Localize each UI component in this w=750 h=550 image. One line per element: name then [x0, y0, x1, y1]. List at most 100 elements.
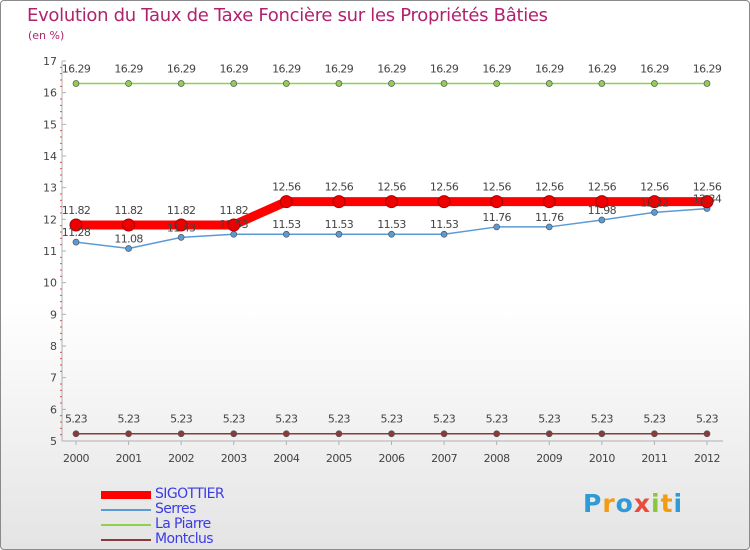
data-point [493, 223, 501, 231]
data-label: 11.82 [114, 204, 143, 217]
data-point [493, 430, 501, 438]
data-point [332, 195, 346, 209]
data-point [230, 230, 238, 238]
data-point [440, 230, 448, 238]
y-tick-label: 14 [43, 150, 57, 163]
data-point [177, 80, 185, 87]
data-label: 12.56 [377, 181, 406, 194]
data-label: 16.29 [588, 62, 617, 75]
data-label: 16.29 [377, 62, 406, 75]
data-label: 12.56 [640, 181, 669, 194]
data-point [703, 80, 711, 87]
legend-label: Montclus [155, 531, 214, 547]
data-label: 11.98 [588, 204, 617, 217]
data-label: 11.08 [114, 232, 143, 245]
x-tick-label: 2010 [589, 452, 615, 465]
data-point [279, 195, 293, 209]
data-label: 12.56 [693, 181, 722, 194]
y-tick-label: 9 [50, 308, 57, 321]
logo-letter: P [583, 489, 603, 518]
logo-letter: i [651, 489, 661, 518]
data-point [72, 430, 80, 438]
data-label: 12.56 [272, 181, 301, 194]
data-point [69, 218, 83, 232]
data-label: 5.23 [696, 413, 719, 426]
data-point [595, 195, 609, 209]
data-point [335, 430, 343, 438]
data-label: 16.29 [325, 62, 354, 75]
data-point [490, 195, 504, 209]
y-axis-unit: (en %) [28, 29, 65, 42]
data-point [545, 223, 553, 231]
data-label: 16.29 [640, 62, 669, 75]
data-point [542, 195, 556, 209]
data-label: 12.56 [482, 181, 511, 194]
x-tick-label: 2012 [694, 452, 720, 465]
data-label: 5.23 [118, 413, 141, 426]
data-point [703, 430, 711, 438]
x-tick-label: 2004 [273, 452, 299, 465]
data-label: 11.82 [62, 204, 91, 217]
data-label: 11.53 [377, 218, 406, 231]
y-tick-label: 11 [43, 245, 57, 258]
data-point [174, 218, 188, 232]
data-point [598, 80, 606, 87]
data-point [440, 430, 448, 438]
x-tick-label: 2007 [431, 452, 457, 465]
data-point [335, 80, 343, 87]
data-label: 11.76 [482, 211, 511, 224]
data-label: 11.43 [167, 221, 196, 234]
data-point [388, 230, 395, 238]
data-label: 11.82 [167, 204, 196, 217]
y-tick-label: 16 [43, 87, 57, 100]
proxiti-logo: Proxiti [583, 489, 683, 518]
data-label: 11.82 [220, 204, 249, 217]
data-point [545, 80, 553, 87]
data-label: 5.23 [538, 413, 561, 426]
y-tick-label: 13 [43, 182, 57, 195]
data-point [230, 430, 238, 438]
data-point [125, 430, 132, 438]
data-point [545, 430, 553, 438]
data-label: 5.23 [275, 413, 298, 426]
chart-title: Evolution du Taux de Taxe Foncière sur l… [27, 5, 548, 26]
data-point [700, 195, 714, 209]
data-point [388, 80, 395, 87]
legend-label: Serres [155, 501, 196, 517]
data-label: 5.23 [643, 413, 666, 426]
legend-label: SIGOTTIER [155, 486, 225, 502]
y-tick-label: 7 [50, 372, 57, 385]
data-label: 5.23 [65, 413, 88, 426]
data-point [440, 80, 448, 87]
data-label: 16.29 [220, 62, 249, 75]
x-tick-label: 2008 [484, 452, 510, 465]
data-point [282, 430, 290, 438]
y-tick-label: 17 [43, 55, 57, 68]
data-label: 5.23 [591, 413, 614, 426]
data-label: 12.22 [640, 196, 669, 209]
data-label: 11.53 [430, 218, 459, 231]
data-label: 11.53 [220, 218, 249, 231]
data-label: 5.23 [486, 413, 509, 426]
legend-swatch [101, 491, 151, 499]
data-point [598, 430, 606, 438]
data-point [282, 80, 290, 87]
x-tick-label: 2005 [326, 452, 352, 465]
y-tick-label: 10 [43, 277, 57, 290]
data-point [177, 234, 185, 241]
data-point [282, 230, 290, 238]
logo-letter: t [660, 489, 674, 518]
data-point [437, 195, 451, 209]
data-label: 12.56 [430, 181, 459, 194]
x-tick-label: 2000 [63, 452, 89, 465]
data-label: 5.23 [380, 413, 403, 426]
data-label: 5.23 [170, 413, 193, 426]
logo-letter: o [615, 489, 634, 518]
y-tick-label: 8 [50, 340, 57, 353]
data-point [647, 195, 661, 209]
x-tick-label: 2003 [221, 452, 247, 465]
data-label: 16.29 [272, 62, 301, 75]
data-point [122, 218, 136, 232]
data-label: 12.34 [693, 193, 722, 206]
